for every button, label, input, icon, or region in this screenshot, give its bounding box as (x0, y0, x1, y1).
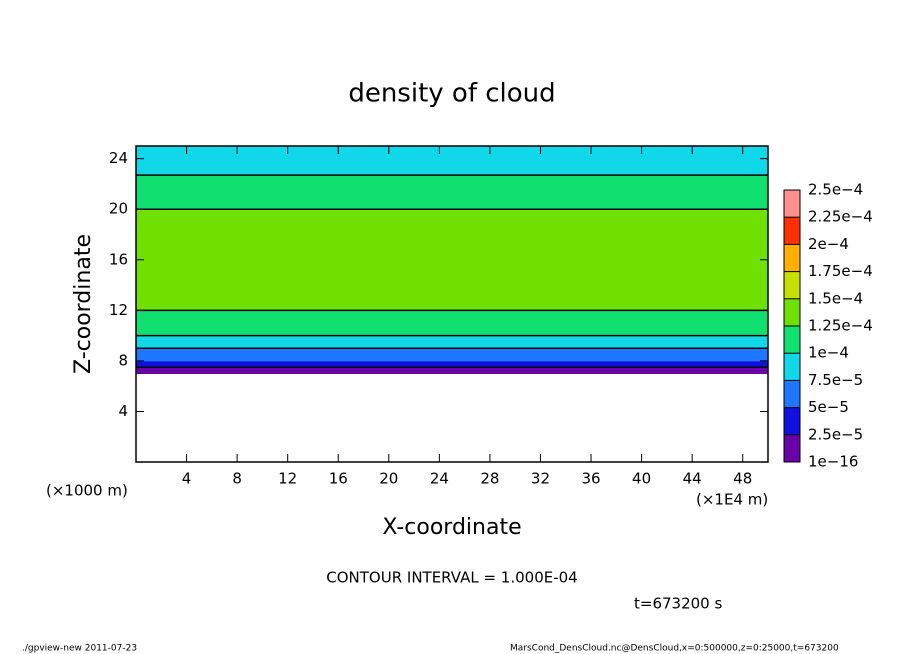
field-band (136, 158, 768, 176)
field-band (136, 360, 768, 368)
colorbar-label: 1e−4 (808, 344, 849, 362)
footer-right: MarsCond_DensCloud.nc@DensCloud,x=0:5000… (510, 644, 839, 654)
field-band (136, 209, 768, 235)
x-tick-label: 44 (683, 470, 702, 488)
y-tick-label: 4 (118, 402, 128, 420)
time-label: t=673200 s (634, 595, 722, 613)
field-band (136, 183, 768, 210)
x-tick-label: 28 (480, 470, 499, 488)
colorbar-swatch (784, 271, 800, 299)
x-tick-label: 12 (278, 470, 297, 488)
field-band (136, 175, 768, 185)
colorbar-label: 2e−4 (808, 235, 849, 253)
y-tick-label: 20 (109, 200, 128, 218)
field-band (136, 335, 768, 343)
x-tick-label: 24 (430, 470, 449, 488)
field-band (136, 285, 768, 311)
colorbar-label: 1.25e−4 (808, 317, 873, 335)
colorbar-swatch (784, 380, 800, 408)
colorbar-swatch (784, 244, 800, 272)
footer-left: ./gpview-new 2011-07-23 (22, 644, 137, 654)
x-axis-label: X-coordinate (382, 515, 521, 540)
colorbar-label: 7.5e−5 (808, 371, 863, 389)
x-tick-label: 48 (733, 470, 752, 488)
y-tick-label: 16 (109, 250, 128, 268)
x-tick-label: 4 (182, 470, 192, 488)
y-tick-label: 24 (109, 149, 128, 167)
colorbar-swatch (784, 298, 800, 326)
colorbar-swatch (784, 407, 800, 435)
field-band (136, 234, 768, 261)
plot-frame (135, 145, 769, 463)
field-band (136, 354, 768, 362)
x-tick-label: 20 (379, 470, 398, 488)
x-tick-label: 16 (329, 470, 348, 488)
contour-note: CONTOUR INTERVAL = 1.000E-04 (326, 569, 577, 587)
colorbar-label: 2.5e−5 (808, 425, 863, 443)
field-band (136, 367, 768, 375)
x-unit: (×1E4 m) (696, 491, 768, 509)
colorbar-swatch (784, 326, 800, 354)
y-tick-label: 12 (109, 301, 128, 319)
x-tick-label: 8 (232, 470, 242, 488)
colorbar-swatch (784, 434, 800, 462)
colorbar-swatch (784, 217, 800, 245)
colorbar-swatch (784, 353, 800, 381)
field-band (136, 348, 768, 356)
x-tick-label: 36 (581, 470, 600, 488)
y-tick-label: 8 (118, 351, 128, 369)
field-band (136, 259, 768, 286)
colorbar-label: 1e−16 (808, 453, 858, 471)
colorbar-label: 1.75e−4 (808, 262, 873, 280)
field-band (136, 341, 768, 349)
field (136, 146, 768, 375)
colorbar-label: 5e−5 (808, 398, 849, 416)
field-band (136, 310, 768, 337)
x-tick-label: 32 (531, 470, 550, 488)
colorbar-swatch (784, 190, 800, 218)
chart-title: density of cloud (348, 79, 555, 109)
y-axis-label: Z-coordinate (71, 234, 96, 374)
colorbar-label: 2.25e−4 (808, 208, 873, 226)
colorbar-label: 2.5e−4 (808, 181, 863, 199)
field-band (136, 146, 768, 160)
colorbar-label: 1.5e−4 (808, 289, 863, 307)
y-unit: (×1000 m) (46, 482, 128, 500)
x-tick-label: 40 (632, 470, 651, 488)
